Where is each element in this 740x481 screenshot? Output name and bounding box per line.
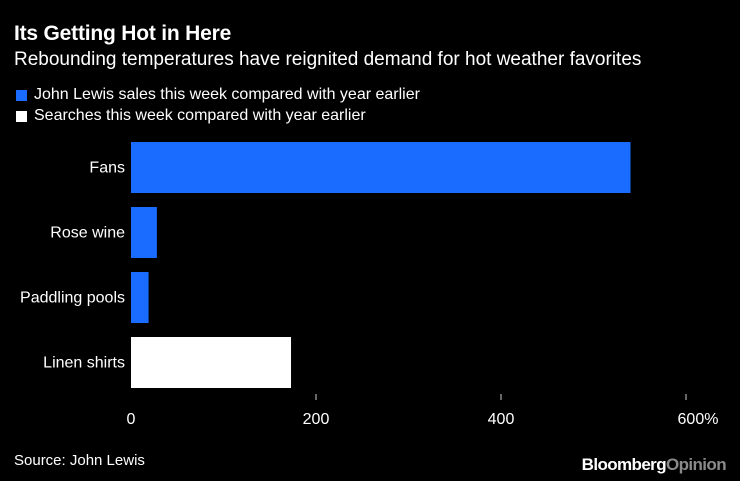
category-label-fans: Fans	[89, 160, 125, 177]
bar-fans	[131, 142, 631, 193]
legend-swatch-sales	[16, 89, 27, 101]
legend-item-searches: Searches this week compared with year ea…	[16, 107, 366, 125]
brand-logo: BloombergOpinion	[581, 455, 727, 475]
brand-part1: Bloomberg	[581, 455, 667, 474]
category-label-linen-shirts: Linen shirts	[43, 355, 125, 372]
legend-item-sales: John Lewis sales this week compared with…	[16, 86, 420, 104]
x-tick-label: 600%	[678, 411, 719, 428]
bar-linen-shirts	[131, 337, 292, 388]
legend-label-sales: John Lewis sales this week compared with…	[34, 86, 420, 103]
legend-label-searches: Searches this week compared with year ea…	[34, 107, 366, 124]
category-label-paddling-pools: Paddling pools	[20, 290, 125, 307]
source-note: Source: John Lewis	[14, 452, 145, 469]
bar-rose-wine	[131, 207, 157, 258]
x-tick-label: 200	[303, 411, 330, 428]
chart-title: Its Getting Hot in Here	[14, 22, 232, 45]
category-label-rose-wine: Rose wine	[50, 225, 125, 242]
x-tick-label: 0	[127, 411, 136, 428]
bar-paddling-pools	[131, 272, 149, 323]
chart-subtitle: Rebounding temperatures have reignited d…	[14, 49, 642, 70]
x-tick-label: 400	[488, 411, 515, 428]
brand-part2: Opinion	[665, 455, 727, 474]
legend-swatch-searches	[16, 110, 27, 122]
